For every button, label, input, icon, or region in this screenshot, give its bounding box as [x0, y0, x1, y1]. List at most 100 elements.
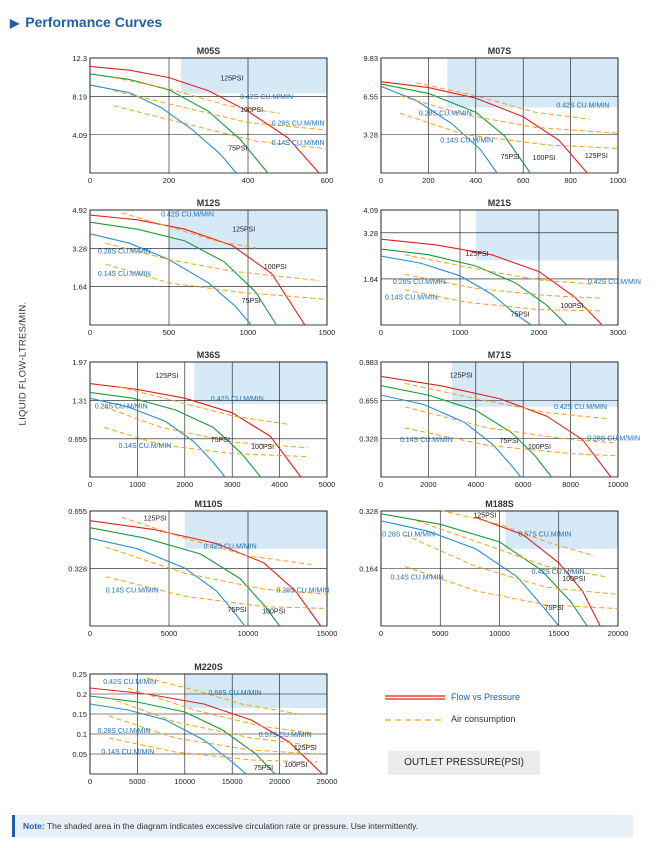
- page-title: ▶ Performance Curves: [10, 14, 162, 30]
- x-tick-label: 4000: [467, 480, 484, 489]
- curve-label: 0.28S CU.M/MIN: [272, 120, 325, 127]
- curve-label: 100PSI: [264, 264, 287, 271]
- plot-frame: [89, 361, 328, 478]
- plot-frame: [380, 510, 619, 627]
- series-line: [89, 73, 269, 174]
- curve-label: 125PSI: [466, 251, 489, 258]
- curve-label: 75PSI: [228, 146, 247, 153]
- plot-frame: [89, 57, 328, 174]
- x-tick-label: 0: [88, 629, 92, 638]
- series-line: [380, 520, 560, 627]
- curve-label: 0.28S CU.M/MIN: [276, 588, 329, 595]
- curve-label: 0.42S CU.M/MIN: [161, 211, 214, 218]
- series-line: [380, 375, 612, 478]
- x-tick-label: 3000: [224, 480, 241, 489]
- curve-label: 0.28S CU.M/MIN: [98, 728, 151, 735]
- y-tick-label: 1.64: [72, 283, 87, 292]
- y-tick-label: 0.25: [72, 670, 87, 679]
- y-tick-label: 3.28: [363, 131, 378, 140]
- x-tick-label: 1000: [610, 176, 627, 185]
- shaded-area: [447, 58, 618, 108]
- curve-label: 125PSI: [232, 227, 255, 234]
- series-line: [105, 576, 328, 609]
- curve-label: 0.28S CU.M/MIN: [419, 111, 472, 118]
- series-line: [404, 273, 603, 299]
- x-tick-label: 4000: [271, 480, 288, 489]
- y-tick-label: 0.655: [359, 396, 378, 405]
- series-line: [104, 406, 309, 449]
- shaded-area: [194, 362, 327, 405]
- series-line: [380, 81, 588, 174]
- y-tick-label: 3.28: [363, 229, 378, 238]
- chart-title: M12S: [197, 198, 221, 208]
- chart-m220s: M220S 0 5000 10000 15000 20000 25000 0.05 0.1 0.1…: [54, 660, 337, 801]
- curve-label: 100PSI: [284, 762, 307, 769]
- curve-label: 0.14S CU.M/MIN: [118, 443, 171, 450]
- x-tick-label: 15000: [222, 777, 243, 786]
- series-line: [113, 90, 328, 131]
- x-tick-label: 5000: [129, 777, 146, 786]
- curve-label: 0.42S CU.M/MIN: [240, 94, 293, 101]
- y-tick-label: 0.164: [359, 565, 378, 574]
- x-tick-label: 2000: [531, 328, 548, 337]
- page-title-text: Performance Curves: [25, 14, 163, 30]
- y-tick-label: 4.09: [363, 206, 378, 215]
- series-line: [89, 84, 237, 174]
- x-tick-label: 0: [88, 480, 92, 489]
- chart-m36s: M36S 0 1000 2000 3000 4000 5000 0.655 1.31 1.97 12…: [54, 348, 337, 504]
- series-line: [89, 687, 323, 775]
- curve-label: 125PSI: [473, 512, 496, 519]
- curve-label: 0.68S CU.M/MIN: [209, 690, 262, 697]
- chart-title: M36S: [197, 350, 221, 360]
- curve-label: 125PSI: [144, 516, 167, 523]
- curve-label: 0.42S CU.M/MIN: [554, 404, 607, 411]
- note-bar: Note: The shaded area in the diagram ind…: [12, 815, 633, 837]
- curve-label: 75PSI: [511, 312, 530, 319]
- series-line: [121, 212, 256, 249]
- x-tick-label: 600: [517, 176, 530, 185]
- shaded-area: [505, 511, 618, 549]
- y-tick-label: 8.19: [72, 92, 87, 101]
- series-line: [416, 82, 590, 120]
- y-tick-label: 0.2: [77, 690, 87, 699]
- chart-title: M110S: [194, 499, 222, 509]
- chart-svg: M07S 0 200 400 600 800 1000 3.28 6.55 9.83 0.42S C…: [363, 46, 627, 185]
- shaded-area: [184, 674, 327, 708]
- plot-frame: [89, 673, 328, 775]
- curve-label: 0.14S CU.M/MIN: [98, 271, 151, 278]
- chart-title: M220S: [194, 662, 223, 672]
- y-tick-label: 0.655: [68, 507, 87, 516]
- plot-frame: [380, 209, 619, 326]
- series-line: [89, 221, 277, 326]
- series-line: [404, 289, 603, 312]
- series-line: [113, 77, 280, 114]
- curve-label: 0.42S CU.M/MIN: [204, 544, 257, 551]
- legend-flow-label: Flow vs Pressure: [451, 692, 521, 702]
- series-line: [89, 65, 320, 174]
- legend-air-swatch: [385, 719, 445, 721]
- curve-label: 0.42S CU.M/MIN: [103, 679, 156, 686]
- curve-label: 0.57S CU.M/MIN: [518, 532, 571, 539]
- chart-m188s: M188S 0 5000 10000 15000 20000 0.164 0.328 125PS…: [345, 497, 628, 653]
- series-line: [380, 85, 498, 174]
- chart-svg: M05S 0 200 400 600 4.09 8.19 12.3 125PSI 0.42S CU…: [72, 46, 333, 185]
- series-line: [380, 385, 553, 478]
- curve-label: 75PSI: [227, 607, 246, 614]
- x-tick-label: 0: [88, 777, 92, 786]
- legend-flow-swatch: [385, 695, 445, 700]
- y-tick-label: 4.92: [72, 206, 87, 215]
- series-line: [380, 238, 603, 326]
- y-axis-label: LIQUID FLOW-LTRES/MIN.: [17, 301, 29, 426]
- series-line: [416, 520, 607, 578]
- curve-label: 125PSI: [450, 373, 473, 380]
- curve-label: 0.28S CU.M/MIN: [393, 279, 446, 286]
- x-tick-label: 400: [242, 176, 255, 185]
- curve-label: 125PSI: [585, 153, 608, 160]
- series-line: [118, 386, 290, 425]
- chart-title: M71S: [488, 350, 512, 360]
- curve-label: 0.14S CU.M/MIN: [400, 437, 453, 444]
- y-tick-label: 1.64: [363, 275, 378, 284]
- chart-svg: M110S 0 5000 10000 15000 0.328 0.655 125PSI 0.42…: [68, 499, 337, 638]
- y-tick-label: 4.09: [72, 131, 87, 140]
- chart-m110s: M110S 0 5000 10000 15000 0.328 0.655 125PSI 0.42…: [54, 497, 337, 653]
